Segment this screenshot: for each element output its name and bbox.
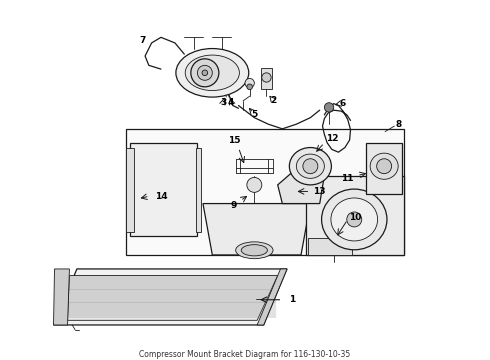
Polygon shape <box>308 238 352 255</box>
Polygon shape <box>53 269 287 325</box>
Circle shape <box>202 70 208 76</box>
Text: 15: 15 <box>228 136 241 145</box>
Text: 1: 1 <box>289 295 295 304</box>
Ellipse shape <box>241 245 268 256</box>
Polygon shape <box>278 173 324 203</box>
Ellipse shape <box>321 189 387 250</box>
Text: 7: 7 <box>139 36 146 45</box>
Text: 9: 9 <box>231 201 237 210</box>
Circle shape <box>377 159 392 174</box>
Ellipse shape <box>370 153 398 179</box>
Bar <box>196 148 201 231</box>
Text: 3: 3 <box>220 98 227 107</box>
Circle shape <box>247 177 262 192</box>
Bar <box>261 68 272 89</box>
Ellipse shape <box>331 198 378 241</box>
Ellipse shape <box>185 55 240 91</box>
Text: 14: 14 <box>155 192 167 201</box>
Ellipse shape <box>290 148 331 185</box>
Polygon shape <box>53 269 70 325</box>
Text: 12: 12 <box>325 134 338 143</box>
Polygon shape <box>68 275 278 320</box>
Polygon shape <box>257 269 287 325</box>
Text: Compressor Mount Bracket Diagram for 116-130-10-35: Compressor Mount Bracket Diagram for 116… <box>139 350 351 359</box>
Circle shape <box>247 84 252 90</box>
Text: 8: 8 <box>396 120 402 129</box>
Circle shape <box>245 78 254 88</box>
Circle shape <box>191 59 219 87</box>
Ellipse shape <box>296 154 324 178</box>
Text: 4: 4 <box>228 98 234 107</box>
Text: 10: 10 <box>349 213 362 222</box>
Circle shape <box>197 66 212 80</box>
Bar <box>126 129 404 255</box>
Text: 13: 13 <box>314 187 326 196</box>
Circle shape <box>262 73 271 82</box>
Text: 6: 6 <box>340 99 346 108</box>
Circle shape <box>303 159 318 174</box>
Bar <box>130 143 197 236</box>
Text: 11: 11 <box>342 174 354 183</box>
Ellipse shape <box>347 212 362 227</box>
Circle shape <box>324 103 334 112</box>
Ellipse shape <box>176 49 249 97</box>
Bar <box>367 143 402 194</box>
Polygon shape <box>203 203 310 255</box>
Bar <box>126 148 134 231</box>
Text: 2: 2 <box>270 96 276 105</box>
Polygon shape <box>306 176 404 255</box>
Text: 5: 5 <box>251 111 257 120</box>
Ellipse shape <box>236 242 273 259</box>
